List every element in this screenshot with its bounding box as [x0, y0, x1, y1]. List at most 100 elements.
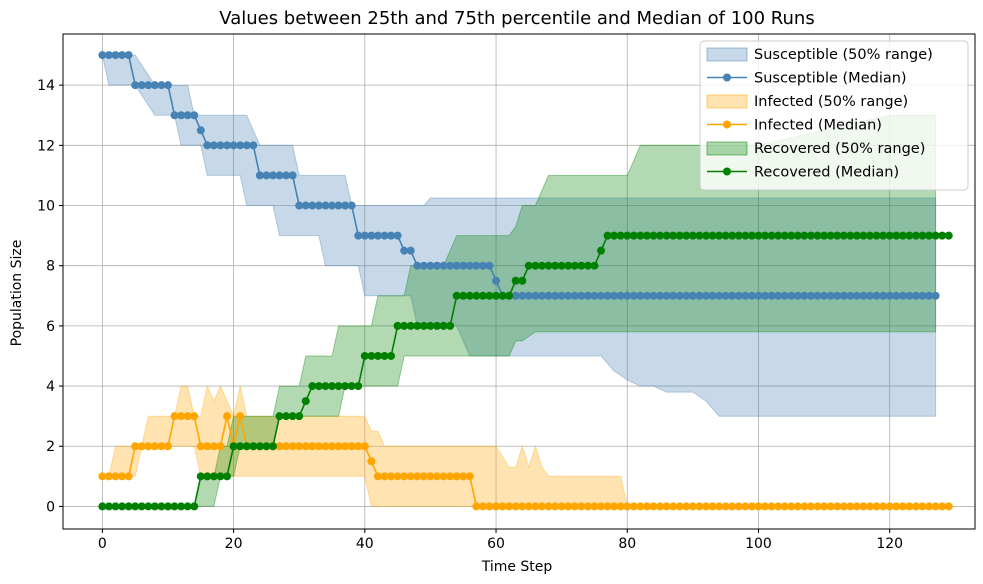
- x-tick-label: 0: [98, 536, 107, 552]
- susceptible-median-point: [931, 291, 940, 300]
- recovered-median-point: [833, 231, 842, 240]
- plot-area: 0 20 40 60 80 100 120 0 2 4 6 8 10 12 14: [37, 33, 976, 552]
- susceptible-median-point: [242, 141, 251, 150]
- recovered-median-point: [885, 231, 894, 240]
- susceptible-median-point: [767, 291, 776, 300]
- recovered-median-point: [583, 261, 592, 270]
- susceptible-median-point: [793, 291, 802, 300]
- infected-median-point: [505, 502, 514, 511]
- susceptible-median-point: [288, 171, 297, 180]
- recovered-median-point: [137, 502, 146, 511]
- infected-median-point: [931, 502, 940, 511]
- recovered-median-point: [728, 231, 737, 240]
- susceptible-median-point: [150, 81, 159, 90]
- infected-median-point: [524, 502, 533, 511]
- recovered-median-point: [328, 382, 337, 391]
- infected-median-point: [209, 442, 218, 451]
- infected-median-point: [688, 502, 697, 511]
- recovered-median-point: [557, 261, 566, 270]
- recovered-median-point: [518, 276, 527, 285]
- infected-median-point: [656, 502, 665, 511]
- susceptible-median-point: [413, 261, 422, 270]
- recovered-median-point: [734, 231, 743, 240]
- infected-median-point: [859, 502, 868, 511]
- susceptible-median-point: [419, 261, 428, 270]
- susceptible-median-point: [354, 231, 363, 240]
- susceptible-median-point: [249, 141, 258, 150]
- susceptible-median-point: [728, 291, 737, 300]
- infected-median-point: [216, 442, 225, 451]
- susceptible-median-point: [629, 291, 638, 300]
- recovered-median-point: [380, 351, 389, 360]
- legend-label: Recovered (50% range): [754, 141, 925, 157]
- recovered-median-point: [839, 231, 848, 240]
- infected-median-point: [446, 472, 455, 481]
- recovered-median-point: [570, 261, 579, 270]
- susceptible-median-point: [715, 291, 724, 300]
- recovered-median-point: [669, 231, 678, 240]
- infected-median-point: [190, 412, 199, 421]
- infected-median-point: [301, 442, 310, 451]
- recovered-median-point: [393, 321, 402, 330]
- susceptible-median-point: [820, 291, 829, 300]
- infected-median-point: [144, 442, 153, 451]
- susceptible-median-point: [275, 171, 284, 180]
- susceptible-median-point: [872, 291, 881, 300]
- susceptible-median-point: [544, 291, 553, 300]
- recovered-median-point: [209, 472, 218, 481]
- recovered-median-point: [761, 231, 770, 240]
- x-tick-label: 100: [745, 536, 772, 552]
- recovered-median-point: [498, 291, 507, 300]
- susceptible-median-point: [754, 291, 763, 300]
- susceptible-median-point: [446, 261, 455, 270]
- infected-median-point: [314, 442, 323, 451]
- recovered-median-point: [150, 502, 159, 511]
- infected-median-point: [564, 502, 573, 511]
- recovered-median-point: [505, 291, 514, 300]
- recovered-median-point: [465, 291, 474, 300]
- recovered-median-point: [688, 231, 697, 240]
- infected-median-point: [734, 502, 743, 511]
- infected-median-point: [373, 472, 382, 481]
- infected-median-point: [813, 502, 822, 511]
- infected-median-point: [649, 502, 658, 511]
- susceptible-median-point: [216, 141, 225, 150]
- susceptible-median-point: [268, 171, 277, 180]
- susceptible-median-point: [524, 291, 533, 300]
- recovered-median-point: [780, 231, 789, 240]
- susceptible-median-point: [564, 291, 573, 300]
- susceptible-median-point: [656, 291, 665, 300]
- recovered-median-point: [813, 231, 822, 240]
- recovered-median-point: [820, 231, 829, 240]
- infected-median-point: [806, 502, 815, 511]
- recovered-median-point: [236, 442, 245, 451]
- y-axis-label: Population Size: [9, 240, 25, 347]
- susceptible-50-range-band: [101, 54, 937, 417]
- infected-median-point: [544, 502, 553, 511]
- infected-median-point: [537, 502, 546, 511]
- infected-median-point: [642, 502, 651, 511]
- recovered-median-point: [373, 351, 382, 360]
- recovered-median-point: [774, 231, 783, 240]
- susceptible-median-point: [688, 291, 697, 300]
- susceptible-median-point: [701, 291, 710, 300]
- susceptible-median-point: [859, 291, 868, 300]
- infected-median-point: [715, 502, 724, 511]
- infected-median-point: [872, 502, 881, 511]
- recovered-median-point: [131, 502, 140, 511]
- susceptible-median-point: [426, 261, 435, 270]
- infected-median-point: [911, 502, 920, 511]
- infected-median-point: [518, 502, 527, 511]
- recovered-median-point: [118, 502, 127, 511]
- infected-median-point: [452, 472, 461, 481]
- recovered-median-point: [859, 231, 868, 240]
- recovered-median-point: [787, 231, 796, 240]
- recovered-median-point: [537, 261, 546, 270]
- recovered-median-point: [701, 231, 710, 240]
- infected-median-point: [183, 412, 192, 421]
- susceptible-median-point: [649, 291, 658, 300]
- susceptible-median-point: [787, 291, 796, 300]
- y-tick-label: 8: [46, 259, 55, 275]
- recovered-median-point: [308, 382, 317, 391]
- susceptible-50-range-legend-swatch: [706, 47, 748, 62]
